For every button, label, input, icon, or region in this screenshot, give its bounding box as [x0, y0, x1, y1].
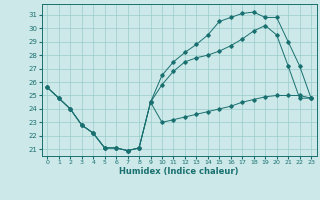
- X-axis label: Humidex (Indice chaleur): Humidex (Indice chaleur): [119, 167, 239, 176]
